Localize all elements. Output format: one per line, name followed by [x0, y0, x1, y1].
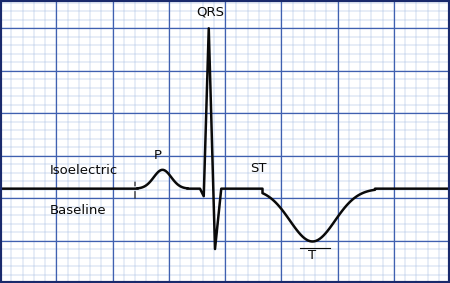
Text: P: P: [153, 149, 162, 162]
Text: Baseline: Baseline: [50, 204, 107, 217]
Text: QRS: QRS: [196, 6, 224, 19]
Text: T: T: [308, 249, 316, 262]
Text: Isoelectric: Isoelectric: [50, 164, 118, 177]
Text: ST: ST: [250, 162, 266, 175]
